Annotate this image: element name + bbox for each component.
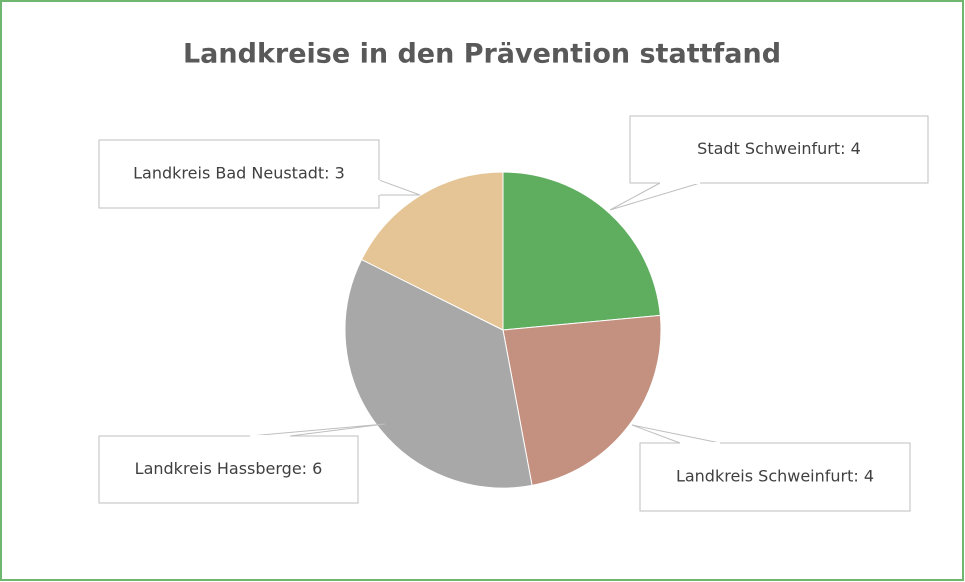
data-label: Landkreis Schweinfurt: 4 — [676, 467, 874, 486]
pie-slice — [502, 314, 662, 486]
data-label: Landkreis Bad Neustadt: 3 — [133, 164, 345, 183]
pie-slice — [502, 171, 661, 331]
callout-box — [98, 435, 359, 504]
chart-title: Landkreise in den Prävention stattfand — [183, 39, 781, 70]
pie-slice — [360, 171, 504, 331]
data-label: Landkreis Hassberge: 6 — [135, 459, 323, 478]
callout-box — [98, 139, 380, 209]
data-label: Stadt Schweinfurt: 4 — [697, 139, 861, 158]
callout-box — [639, 442, 911, 512]
callout-box — [629, 115, 929, 184]
